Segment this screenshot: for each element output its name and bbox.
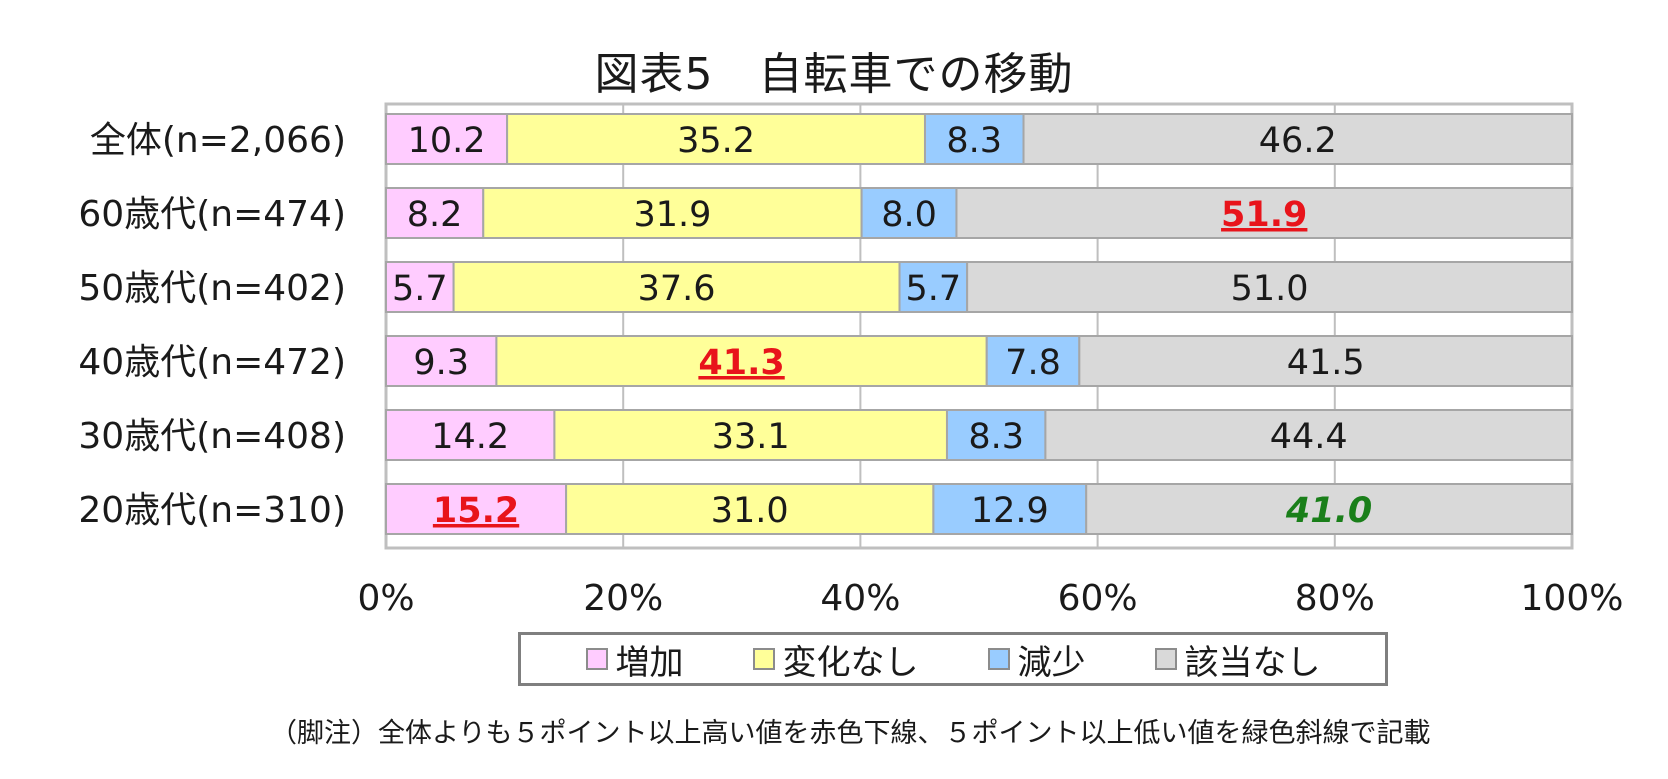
legend-item-increase: 増加 xyxy=(585,635,684,684)
legend-label-no-change: 変化なし xyxy=(782,642,919,683)
chart-legend: 増加 変化なし 減少 該当なし xyxy=(518,632,1388,686)
x-tick-label: 40% xyxy=(820,578,900,619)
legend-item-decrease: 減少 xyxy=(987,635,1086,684)
bar-segment xyxy=(1085,483,1574,535)
bar-segment xyxy=(385,261,455,313)
bar-segment xyxy=(945,409,1047,461)
category-label: 全体(n=2,066) xyxy=(90,120,346,161)
bar-segment xyxy=(898,261,969,313)
chart-title: 図表5 自転車での移動 xyxy=(594,49,1074,100)
legend-swatch-decrease xyxy=(987,648,1010,670)
data-label: 5.7 xyxy=(906,269,962,309)
bar-segment xyxy=(923,113,1025,165)
data-label: 7.8 xyxy=(1005,343,1061,383)
category-label: 60歳代(n=474) xyxy=(78,194,346,235)
data-label: 51.0 xyxy=(1231,269,1309,309)
legend-label-increase: 増加 xyxy=(615,642,684,683)
plot-area xyxy=(384,102,1574,550)
data-label: 41.5 xyxy=(1287,343,1365,383)
footnote: （脚注）全体よりも５ポイント以上高い値を赤色下線、５ポイント以上低い値を緑色斜線… xyxy=(270,718,1431,749)
x-tick-label: 60% xyxy=(1058,578,1138,619)
legend-label-not-applicable: 該当なし xyxy=(1184,642,1321,683)
stacked-bar-chart: 全体(n=2,066) 10.2 35.2 8.3 46.2 60歳代(n=474) 8.2… xyxy=(78,102,1624,619)
legend-item-no-change: 変化なし xyxy=(752,635,919,684)
data-label: 8.3 xyxy=(968,417,1024,457)
category-label: 50歳代(n=402) xyxy=(78,268,346,309)
bar-segment xyxy=(385,187,485,239)
bar-segment xyxy=(385,113,509,165)
data-label: 9.3 xyxy=(413,343,469,383)
x-tick-label: 0% xyxy=(357,578,414,619)
x-tick-label: 100% xyxy=(1521,578,1624,619)
bar-segment xyxy=(932,483,1088,535)
data-label: 10.2 xyxy=(408,121,486,161)
data-label: 8.3 xyxy=(946,121,1002,161)
data-label: 31.0 xyxy=(711,491,789,531)
bar-segment xyxy=(482,187,863,239)
data-label: 37.6 xyxy=(638,269,716,309)
data-label: 31.9 xyxy=(633,195,711,235)
data-label: 46.2 xyxy=(1259,121,1337,161)
data-label: 8.2 xyxy=(407,195,463,235)
legend-label-decrease: 減少 xyxy=(1017,642,1086,683)
category-label: 40歳代(n=472) xyxy=(78,342,346,383)
data-label: 15.2 xyxy=(433,491,519,531)
bar-segment xyxy=(966,261,1573,313)
bar-segment xyxy=(1044,409,1573,461)
bar-segment xyxy=(565,483,935,535)
legend-swatch-not-applicable xyxy=(1154,648,1177,670)
data-label: 51.9 xyxy=(1221,195,1307,235)
x-tick-label: 20% xyxy=(583,578,663,619)
data-label: 12.9 xyxy=(971,491,1049,531)
legend-swatch-no-change xyxy=(752,648,775,670)
data-label: 35.2 xyxy=(677,121,755,161)
data-label: 41.0 xyxy=(1285,491,1372,531)
bar-segment xyxy=(955,187,1573,239)
data-label: 14.2 xyxy=(431,417,509,457)
legend-item-not-applicable: 該当なし xyxy=(1154,635,1321,684)
category-label: 20歳代(n=310) xyxy=(78,490,346,531)
bar-segment xyxy=(385,409,556,461)
bar-segment xyxy=(385,335,498,387)
bar-segment xyxy=(385,483,568,535)
data-label: 5.7 xyxy=(392,269,448,309)
bar-segment xyxy=(1078,335,1573,387)
data-label: 33.1 xyxy=(712,417,790,457)
bar-segment xyxy=(506,113,926,165)
bar-segment xyxy=(1022,113,1573,165)
data-label: 44.4 xyxy=(1270,417,1348,457)
bar-segment xyxy=(495,335,988,387)
category-label: 30歳代(n=408) xyxy=(78,416,346,457)
data-label: 8.0 xyxy=(881,195,937,235)
legend-swatch-increase xyxy=(585,648,608,670)
x-tick-label: 80% xyxy=(1295,578,1375,619)
data-label: 41.3 xyxy=(698,343,784,383)
